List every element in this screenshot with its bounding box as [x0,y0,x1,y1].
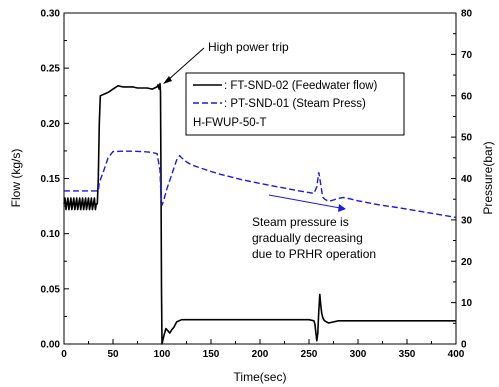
y-left-tick-label: 0.30 [41,9,61,20]
x-tick-label: 400 [448,349,465,360]
annotation-steam-arrow-shaft [268,194,341,209]
y-right-tick-label: 50 [461,133,473,144]
y-right-tick-label: 70 [461,50,473,61]
y-left-tick-label: 0.15 [41,174,61,185]
y-left-tick-label: 0.25 [41,64,61,75]
annotation-steam: Steam pressure is gradually decreasing d… [252,194,376,261]
y-right-tick-label: 30 [461,215,473,226]
annotation-steam-line-2: gradually decreasing [252,231,363,245]
y-left-tick-label: 0.10 [41,229,61,240]
legend-case-label: H-FWUP-50-T [193,117,266,129]
annotation-trip-arrow-shaft [167,47,205,81]
y-right-tick-label: 10 [461,298,473,309]
y-right-tick-label: 40 [461,174,473,185]
y-right-tick-label: 20 [461,257,473,268]
annotation-trip-label: High power trip [208,40,289,54]
legend-label-steam: : PT-SND-01 (Steam Press) [224,98,366,110]
series-line-steam-pressure [64,150,457,219]
y-axis-left-label: Flow (kg/s) [9,149,23,208]
series-line-feedwater-flow [63,82,456,345]
x-tick-label: 200 [252,349,269,360]
y-right-tick-label: 60 [461,91,473,102]
x-tick-label: 250 [301,349,318,360]
legend-label-feedwater: : FT-SND-02 (Feedwater flow) [224,80,378,92]
legend-box [185,72,405,136]
y-left-tick-label: 0.20 [41,119,61,130]
legend: : FT-SND-02 (Feedwater flow) : PT-SND-01… [185,72,405,136]
x-tick-label: 150 [203,349,220,360]
x-tick-label: 50 [107,349,119,360]
y-right-tick-label: 0 [461,340,467,351]
annotation-steam-line-1: Steam pressure is [252,215,349,229]
y-left-tick-label: 0.00 [41,340,61,351]
x-axis-label: Time(sec) [234,370,287,384]
plot-frame [63,12,457,345]
y-right-tick-label: 80 [461,9,473,20]
y-axis-right-label: Pressure(bar) [481,141,495,214]
series-layer [63,82,457,345]
x-tick-label: 350 [399,349,416,360]
x-tick-label: 100 [154,349,171,360]
annotation-steam-line-3: due to PRHR operation [252,247,376,261]
x-tick-label: 300 [350,349,367,360]
ticks: 0 50 100 150 200 250 300 350 4000.000.050.100.15… [41,9,473,361]
x-tick-label: 0 [61,349,67,360]
annotation-trip: High power trip [163,40,289,84]
annotation-trip-arrowhead [163,76,172,84]
annotation-steam-arrowhead [338,204,346,212]
y-left-tick-label: 0.05 [41,284,61,295]
